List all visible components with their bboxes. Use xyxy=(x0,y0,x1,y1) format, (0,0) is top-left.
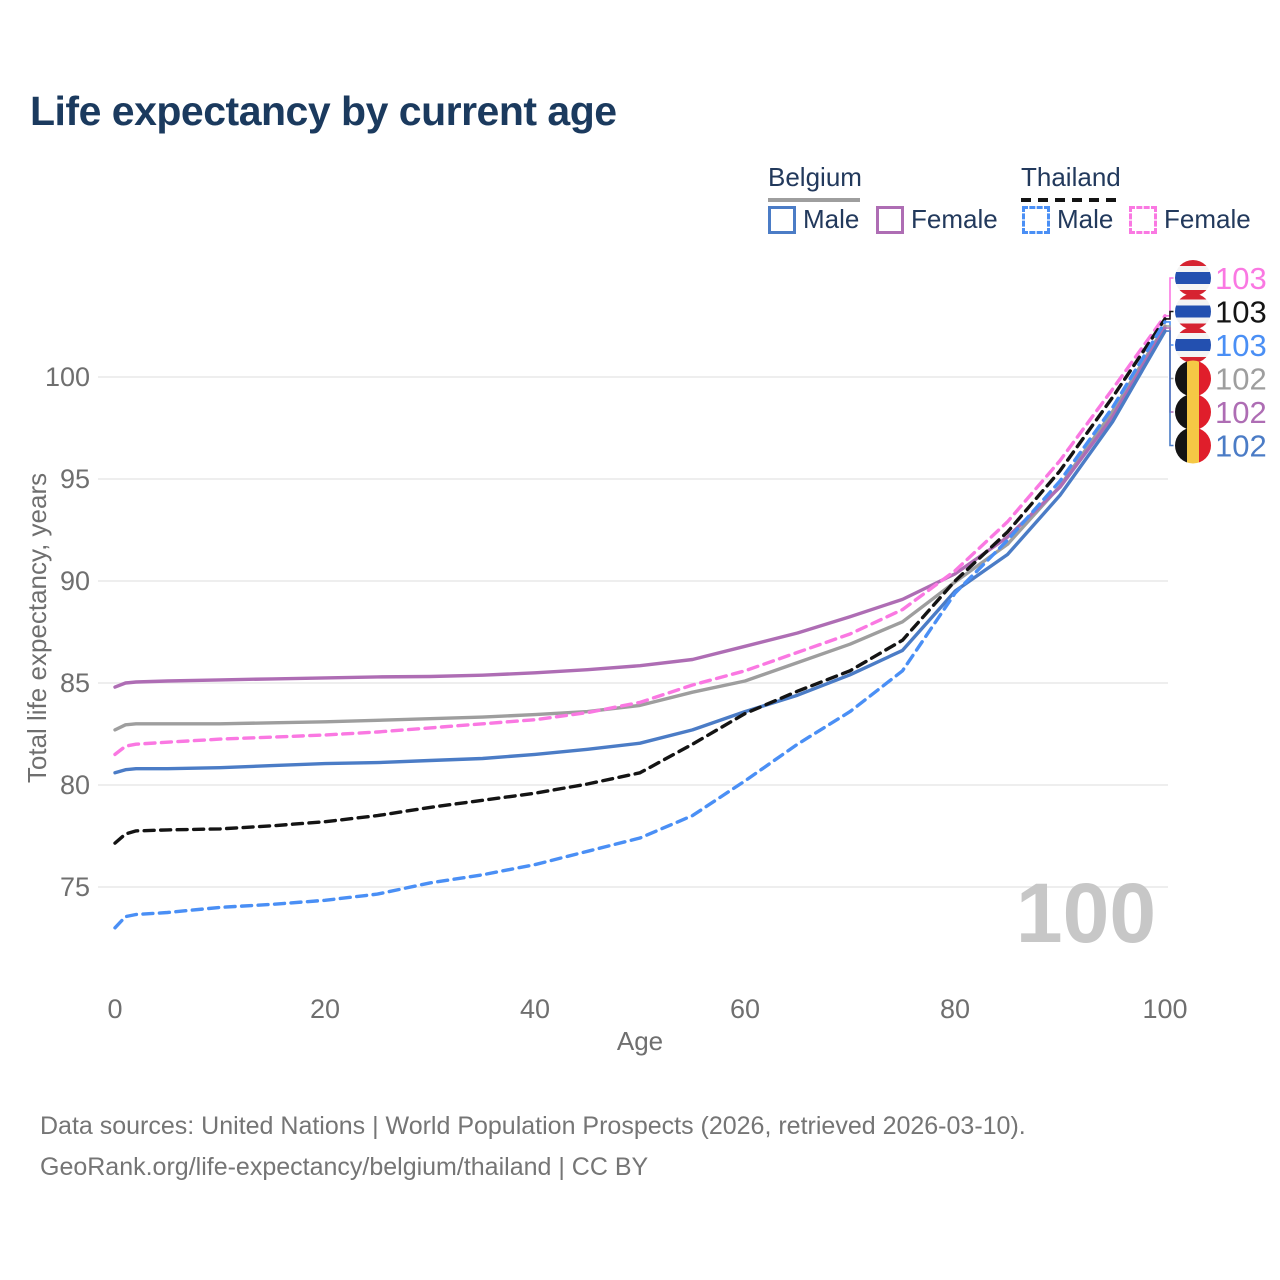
footer: Data sources: United Nations | World Pop… xyxy=(40,1106,1026,1188)
legend-group-belgium: Belgium xyxy=(768,162,862,202)
end-value-label: 103 xyxy=(1215,295,1267,330)
thailand-flag-icon xyxy=(1175,327,1211,363)
series-line-thailand xyxy=(113,317,1167,845)
end-value-label: 103 xyxy=(1215,328,1267,363)
y-tick-label: 85 xyxy=(60,668,90,698)
belgium-flag-icon xyxy=(1175,427,1211,464)
x-tick-label: 20 xyxy=(310,994,340,1024)
legend-thailand-label: Thailand xyxy=(1021,162,1121,192)
x-tick-label: 40 xyxy=(520,994,550,1024)
y-tick-label: 100 xyxy=(45,362,90,392)
y-tick-label: 95 xyxy=(60,464,90,494)
legend-label: Male xyxy=(803,204,860,234)
belgium-male-swatch-icon xyxy=(768,205,796,234)
series-line-thailand-female xyxy=(113,314,1167,757)
leader-line xyxy=(1165,277,1174,317)
legend-item-belgium-female: Female xyxy=(876,204,998,235)
belgium-flag-icon xyxy=(1175,394,1211,430)
belgium-flag-icon xyxy=(1175,360,1211,397)
x-tick-label: 60 xyxy=(730,994,760,1024)
belgium-female-swatch-icon xyxy=(876,205,904,234)
series-line-belgium-male xyxy=(113,329,1167,775)
legend-label: Male xyxy=(1057,204,1114,234)
end-value-label: 102 xyxy=(1215,395,1267,430)
legend-belgium-line-swatch xyxy=(768,198,860,202)
x-axis-title: Age xyxy=(617,1026,663,1056)
attribution-line: GeoRank.org/life-expectancy/belgium/thai… xyxy=(40,1153,649,1181)
legend-label: Female xyxy=(911,204,998,234)
y-axis-title: Total life expectancy, years xyxy=(22,473,52,783)
thailand-male-swatch-icon xyxy=(1022,205,1050,234)
x-tick-label: 100 xyxy=(1142,994,1187,1024)
series-line-belgium xyxy=(113,324,1167,732)
leader-line xyxy=(1165,310,1174,320)
thailand-flag-icon xyxy=(1175,293,1211,330)
legend-thailand-line-swatch xyxy=(1021,198,1118,202)
y-tick-label: 75 xyxy=(60,872,90,902)
legend-belgium-label: Belgium xyxy=(768,162,862,192)
thailand-flag-icon xyxy=(1175,260,1211,296)
legend-label: Female xyxy=(1164,204,1251,234)
end-value-label: 102 xyxy=(1215,362,1267,397)
legend-item-thailand-male: Male xyxy=(1022,204,1113,235)
age-counter-watermark: 100 xyxy=(1016,866,1156,960)
y-tick-label: 90 xyxy=(60,566,90,596)
series-line-thailand-male xyxy=(113,320,1167,930)
thailand-female-swatch-icon xyxy=(1129,205,1157,234)
legend-item-thailand-female: Female xyxy=(1129,204,1251,235)
series-line-belgium-female xyxy=(113,326,1167,689)
end-value-label: 102 xyxy=(1215,429,1267,464)
chart-title: Life expectancy by current age xyxy=(30,88,617,134)
y-tick-label: 80 xyxy=(60,770,90,800)
end-value-label: 103 xyxy=(1215,261,1267,296)
x-tick-label: 80 xyxy=(940,994,970,1024)
data-sources-line: Data sources: United Nations | World Pop… xyxy=(40,1112,1026,1140)
x-tick-label: 0 xyxy=(107,994,122,1024)
legend-group-thailand: Thailand xyxy=(1021,162,1121,202)
leader-line xyxy=(1165,330,1174,447)
legend-item-belgium-male: Male xyxy=(768,204,859,235)
